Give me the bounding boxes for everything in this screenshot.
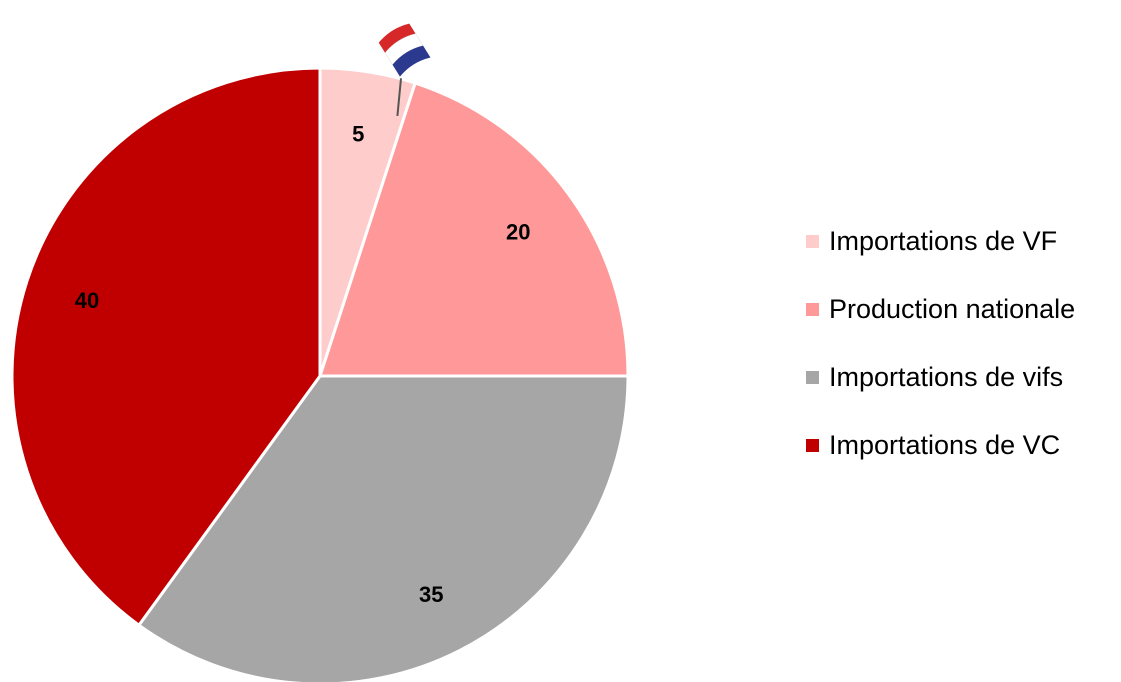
legend-item-importations-vifs: Importations de vifs <box>806 358 1075 396</box>
pie-data-label-1: 5 <box>352 122 364 147</box>
pie-data-label-4: 40 <box>75 288 99 313</box>
legend-label: Production nationale <box>829 293 1076 324</box>
legend-swatch <box>806 370 819 384</box>
legend-swatch <box>806 302 819 316</box>
french-flag-icon <box>378 23 431 117</box>
pie-slice-2 <box>318 81 630 378</box>
pie-slice-3 <box>137 374 630 682</box>
pie-data-label-3: 35 <box>419 582 443 607</box>
pie-data-label-2: 20 <box>506 220 530 245</box>
legend-label: Importations de vifs <box>829 361 1064 392</box>
legend-item-importations-vf: Importations de VF <box>806 222 1075 260</box>
legend-swatch <box>806 234 819 248</box>
legend-item-importations-vc: Importations de VC <box>806 426 1075 464</box>
legend-label: Importations de VC <box>829 429 1061 460</box>
legend-item-production-nationale: Production nationale <box>806 290 1075 328</box>
legend-swatch <box>806 438 819 452</box>
legend: Importations de VF Production nationale … <box>806 222 1075 494</box>
pie-slices <box>10 66 630 682</box>
legend-label: Importations de VF <box>829 225 1058 256</box>
pie-data-labels: 5 20 35 40 <box>75 122 531 607</box>
pie-slice-4 <box>10 66 322 627</box>
